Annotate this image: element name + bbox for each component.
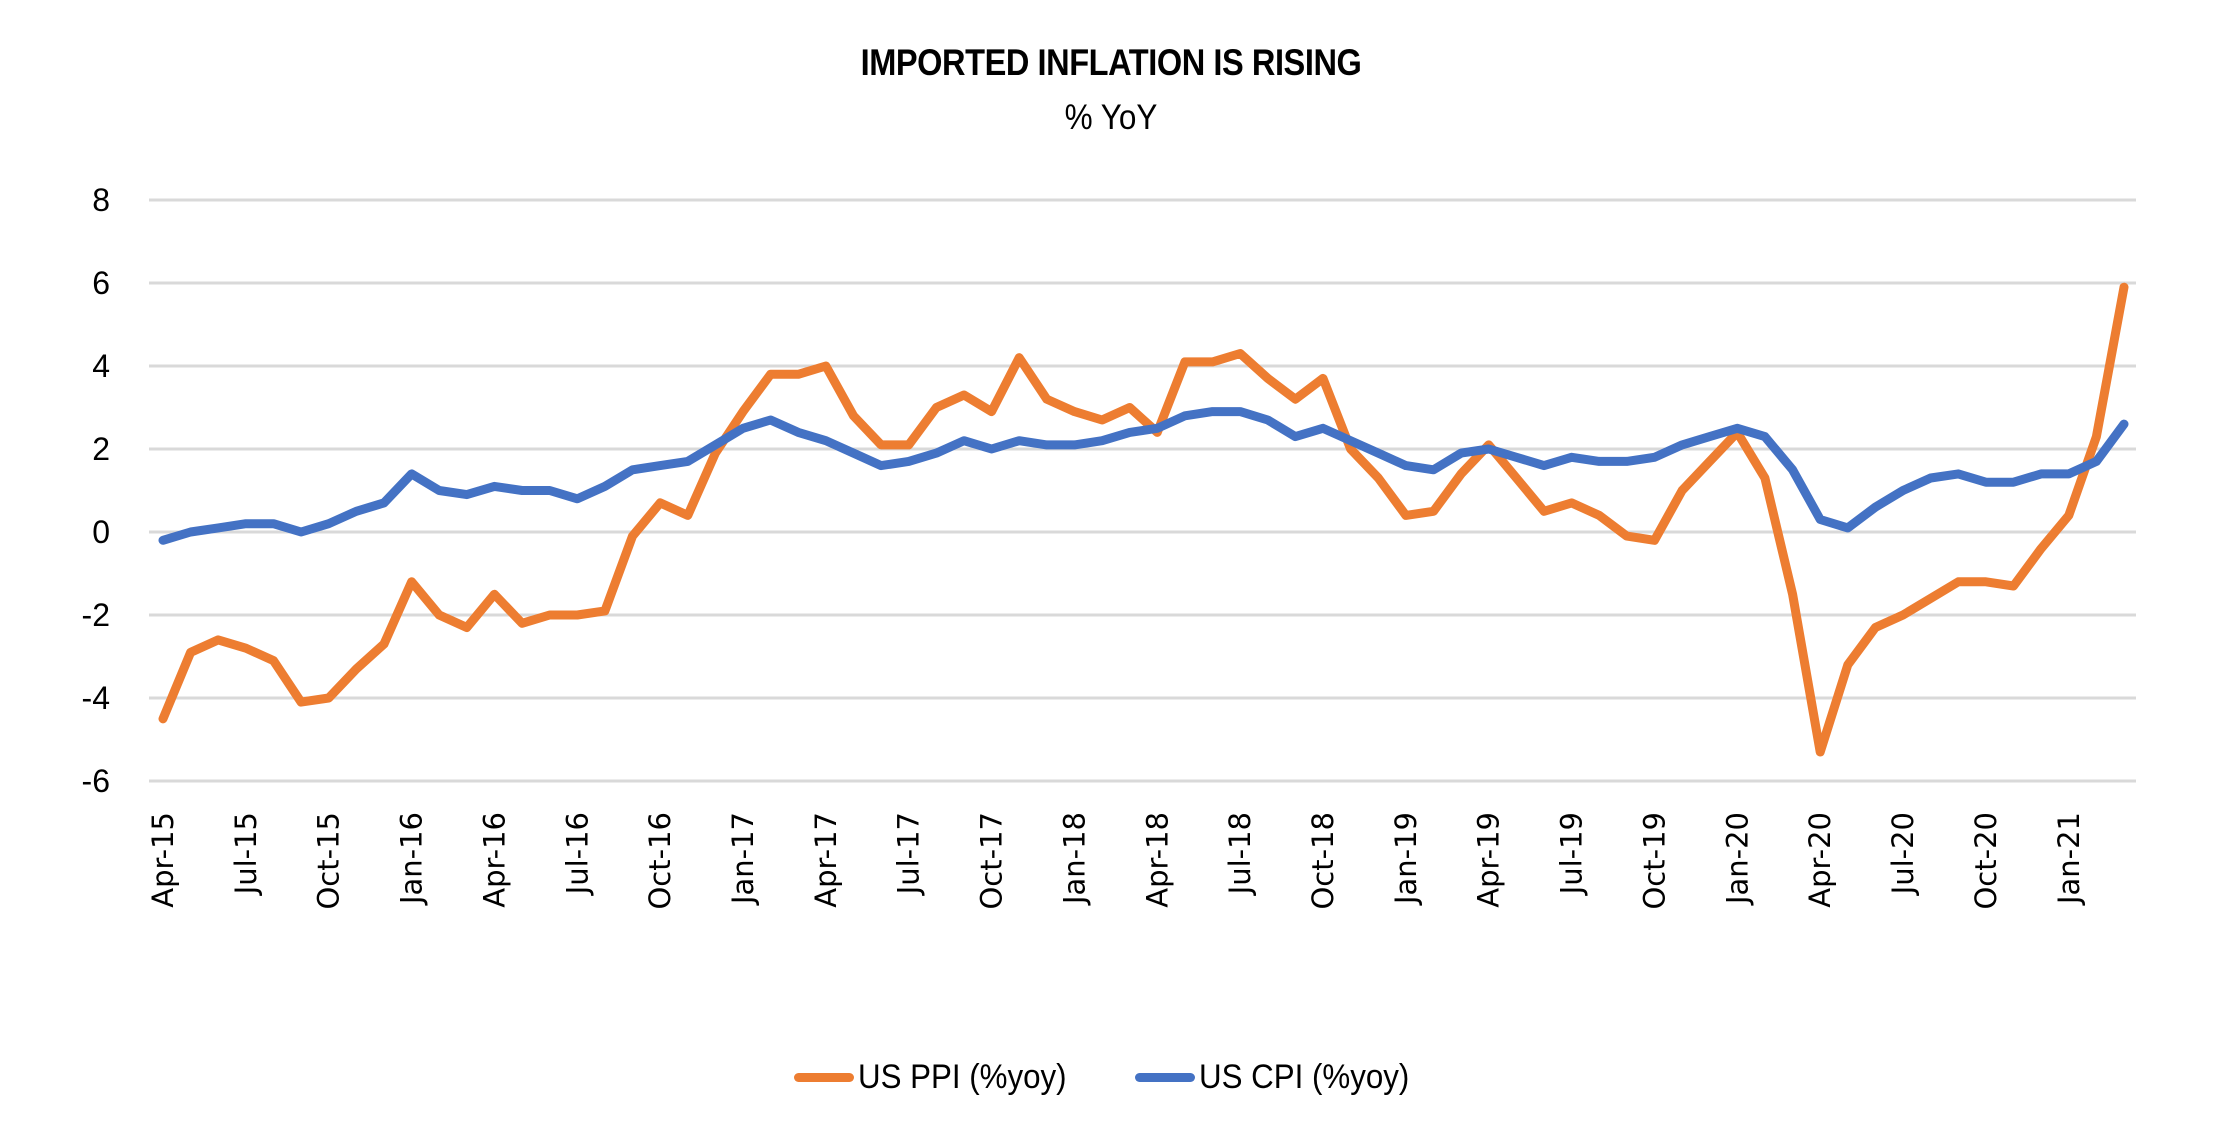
y-axis: 8 6 4 2 0 -2 -4 -6 — [82, 182, 110, 799]
x-tick-label: Jul-16 — [560, 812, 594, 896]
x-tick-label: Jan-16 — [395, 812, 429, 906]
x-tick-label: Apr-20 — [1803, 812, 1837, 908]
chart-title: IMPORTED INFLATION IS RISING — [860, 42, 1362, 83]
x-tick-label: Apr-15 — [146, 812, 180, 908]
legend-label-cpi: US CPI (%yoy) — [1199, 1058, 1410, 1096]
legend: US PPI (%yoy) US CPI (%yoy) — [0, 1058, 2222, 1097]
x-tick-label: Oct-15 — [312, 812, 346, 910]
x-tick-label: Jan-20 — [1720, 812, 1754, 906]
series-line-us-cpi — [158, 407, 2129, 545]
legend-item-ppi[interactable]: US PPI (%yoy) — [794, 1058, 1085, 1097]
x-tick-label: Jan-18 — [1057, 812, 1091, 906]
y-tick-label: 2 — [92, 431, 110, 467]
x-tick-label: Oct-16 — [643, 812, 677, 910]
x-tick-label: Jan-19 — [1389, 812, 1423, 906]
x-tick-label: Jan-17 — [726, 812, 760, 906]
y-tick-label: 8 — [92, 182, 110, 218]
x-tick-label: Oct-18 — [1306, 812, 1340, 910]
y-tick-label: -2 — [82, 597, 110, 633]
x-tick-label: Oct-20 — [1969, 812, 2003, 910]
x-tick-label: Oct-17 — [975, 812, 1009, 910]
y-tick-label: 0 — [92, 514, 110, 550]
x-tick-label: Jan-21 — [2052, 812, 2086, 906]
series-lines — [158, 282, 2129, 757]
x-tick-label: Jul-18 — [1223, 812, 1257, 896]
legend-swatch-cpi — [1135, 1073, 1196, 1082]
legend-label-ppi: US PPI (%yoy) — [858, 1058, 1067, 1096]
x-tick-label: Oct-19 — [1637, 812, 1671, 910]
legend-item-cpi[interactable]: US CPI (%yoy) — [1135, 1058, 1428, 1097]
y-tick-label: 6 — [92, 265, 110, 301]
chart-subtitle: % YoY — [1064, 98, 1158, 137]
x-tick-label: Jul-15 — [229, 812, 263, 896]
x-tick-label: Jul-17 — [892, 812, 926, 896]
y-tick-label: -4 — [82, 680, 110, 716]
legend-swatch-ppi — [794, 1073, 855, 1082]
x-tick-label: Jul-20 — [1886, 812, 1920, 896]
x-tick-label: Apr-16 — [477, 812, 511, 908]
x-tick-label: Apr-17 — [809, 812, 843, 908]
series-line-us-ppi — [158, 282, 2129, 757]
x-axis: Apr-15 Jul-15 Oct-15 Jan-16 Apr-16 Jul-16 Oct-… — [146, 812, 2086, 910]
x-tick-label: Apr-18 — [1140, 812, 1174, 908]
x-tick-label: Apr-19 — [1472, 812, 1506, 908]
y-tick-label: -6 — [82, 763, 110, 799]
x-tick-label: Jul-19 — [1555, 812, 1589, 896]
y-tick-label: 4 — [92, 348, 110, 384]
